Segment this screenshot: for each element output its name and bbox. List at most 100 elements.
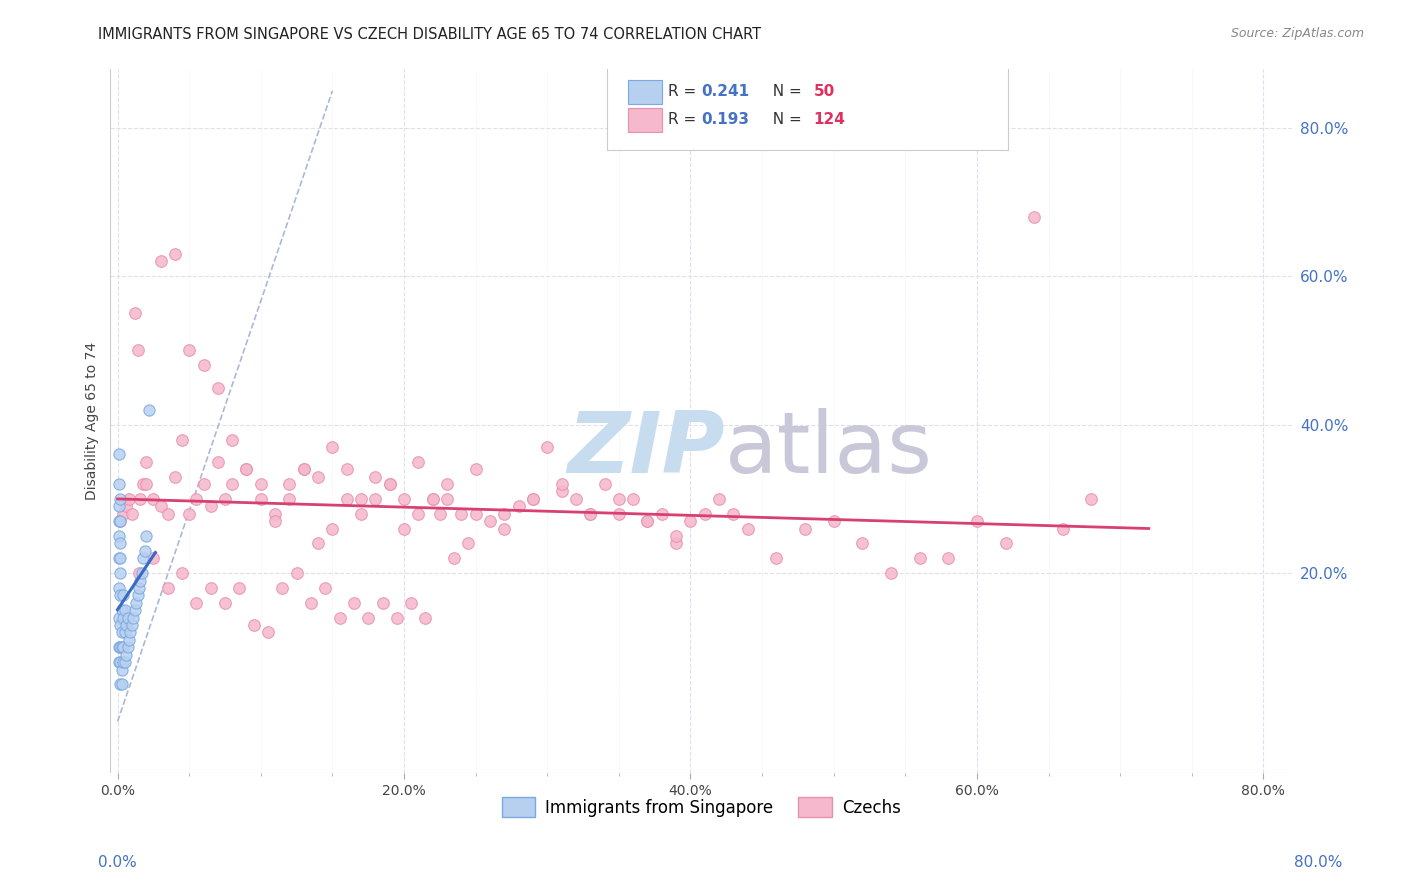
Point bbox=[1080, 491, 1102, 506]
Point bbox=[127, 588, 149, 602]
Point bbox=[108, 581, 131, 595]
Point bbox=[207, 381, 229, 395]
FancyBboxPatch shape bbox=[606, 65, 1008, 150]
Point bbox=[118, 632, 141, 647]
Point bbox=[121, 618, 143, 632]
FancyBboxPatch shape bbox=[628, 79, 662, 103]
Text: 0.193: 0.193 bbox=[702, 112, 749, 128]
Point bbox=[936, 551, 959, 566]
Point bbox=[110, 491, 132, 506]
Point bbox=[966, 514, 988, 528]
Point bbox=[723, 507, 745, 521]
Point bbox=[457, 536, 479, 550]
Point bbox=[593, 477, 616, 491]
Point bbox=[120, 625, 142, 640]
Point bbox=[436, 477, 458, 491]
Point bbox=[436, 491, 458, 506]
Point bbox=[292, 462, 315, 476]
Point bbox=[108, 500, 131, 514]
Point bbox=[110, 551, 132, 566]
Point bbox=[163, 469, 186, 483]
Point bbox=[371, 596, 394, 610]
Point bbox=[307, 469, 329, 483]
Text: Source: ZipAtlas.com: Source: ZipAtlas.com bbox=[1230, 27, 1364, 40]
Point bbox=[422, 491, 444, 506]
Point bbox=[110, 618, 132, 632]
Point bbox=[122, 610, 145, 624]
Point bbox=[278, 477, 301, 491]
Point bbox=[135, 455, 157, 469]
Point bbox=[131, 566, 153, 580]
Point bbox=[464, 462, 486, 476]
Point bbox=[149, 254, 172, 268]
Point bbox=[111, 663, 134, 677]
Text: 124: 124 bbox=[814, 112, 845, 128]
Point bbox=[794, 522, 817, 536]
Text: 80.0%: 80.0% bbox=[1295, 855, 1343, 870]
Text: R =: R = bbox=[668, 112, 702, 128]
Point bbox=[385, 610, 408, 624]
Point bbox=[450, 507, 472, 521]
Point bbox=[156, 581, 179, 595]
Point bbox=[314, 581, 336, 595]
Point bbox=[108, 655, 131, 669]
Point bbox=[108, 640, 131, 655]
Point bbox=[364, 469, 387, 483]
Point bbox=[880, 566, 903, 580]
Point bbox=[707, 491, 730, 506]
Point bbox=[285, 566, 308, 580]
Point bbox=[124, 603, 146, 617]
Point bbox=[221, 477, 243, 491]
Point bbox=[117, 610, 139, 624]
Point bbox=[378, 477, 401, 491]
Point bbox=[242, 618, 264, 632]
Point bbox=[111, 625, 134, 640]
Point bbox=[579, 507, 602, 521]
Point bbox=[408, 507, 430, 521]
Point bbox=[110, 640, 132, 655]
Text: 0.0%: 0.0% bbox=[98, 855, 138, 870]
Point bbox=[207, 455, 229, 469]
Point bbox=[186, 491, 208, 506]
Point bbox=[135, 477, 157, 491]
Point bbox=[278, 491, 301, 506]
Point bbox=[415, 610, 437, 624]
Point bbox=[114, 603, 136, 617]
Point bbox=[179, 343, 201, 358]
Point bbox=[679, 514, 702, 528]
Point bbox=[257, 625, 280, 640]
Point bbox=[364, 491, 387, 506]
Point bbox=[108, 477, 131, 491]
Point bbox=[550, 484, 572, 499]
Point bbox=[108, 529, 131, 543]
Legend: Immigrants from Singapore, Czechs: Immigrants from Singapore, Czechs bbox=[494, 789, 908, 825]
Point bbox=[115, 500, 138, 514]
Point bbox=[693, 507, 716, 521]
Point bbox=[478, 514, 501, 528]
Text: 0.241: 0.241 bbox=[702, 84, 749, 99]
Point bbox=[665, 536, 688, 550]
Point bbox=[579, 507, 602, 521]
Point bbox=[765, 551, 787, 566]
Point bbox=[110, 514, 132, 528]
Point bbox=[170, 433, 193, 447]
Point bbox=[111, 677, 134, 691]
Point bbox=[522, 491, 544, 506]
Point bbox=[112, 588, 135, 602]
Point bbox=[125, 596, 148, 610]
Point bbox=[135, 529, 157, 543]
Point bbox=[299, 596, 322, 610]
Point bbox=[110, 655, 132, 669]
Point bbox=[565, 491, 588, 506]
Text: 50: 50 bbox=[814, 84, 835, 99]
Text: ZIP: ZIP bbox=[567, 408, 725, 491]
Point bbox=[994, 536, 1017, 550]
Point bbox=[321, 440, 343, 454]
Point bbox=[163, 247, 186, 261]
Text: R =: R = bbox=[668, 84, 702, 99]
Point bbox=[522, 491, 544, 506]
Point bbox=[607, 491, 630, 506]
Text: N =: N = bbox=[762, 84, 806, 99]
Point bbox=[114, 655, 136, 669]
Point bbox=[336, 491, 359, 506]
